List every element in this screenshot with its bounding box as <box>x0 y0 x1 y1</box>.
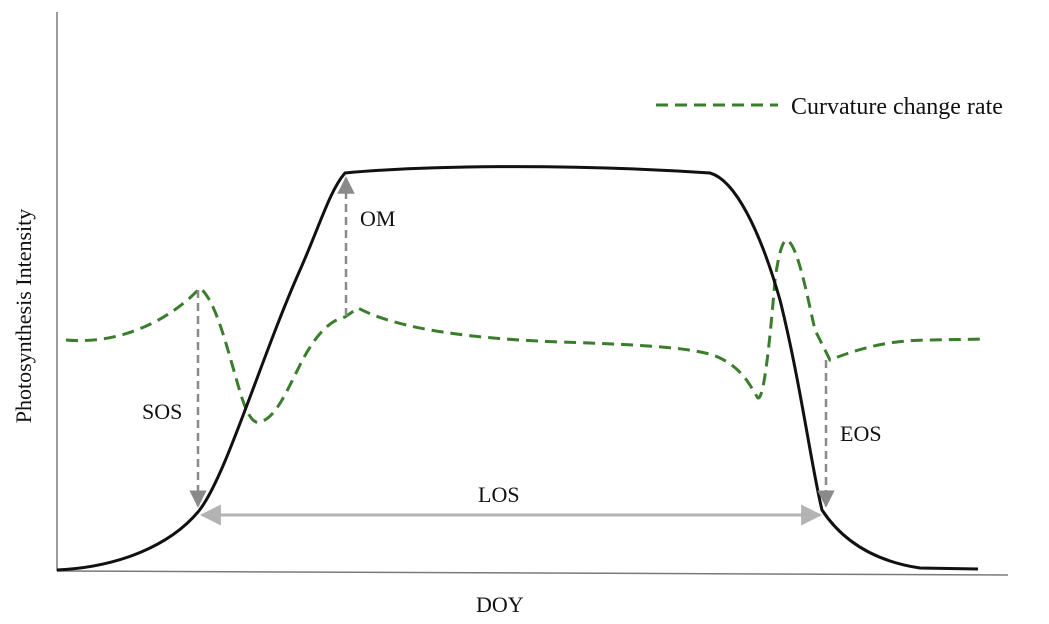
sos-label: SOS <box>142 399 182 424</box>
legend-label-curvature: Curvature change rate <box>791 94 1003 120</box>
eos-label: EOS <box>840 421 882 446</box>
om-label: OM <box>360 206 395 231</box>
y-axis-label: Photosynthesis Intensity <box>11 209 36 424</box>
curvature-change-rate-curve <box>65 238 987 424</box>
x-axis-label: DOY <box>476 592 524 617</box>
legend: Curvature change rate <box>656 94 1003 120</box>
photosynthesis-intensity-curve <box>56 165 979 572</box>
x-axis <box>56 570 1009 576</box>
los-label: LOS <box>478 482 520 507</box>
